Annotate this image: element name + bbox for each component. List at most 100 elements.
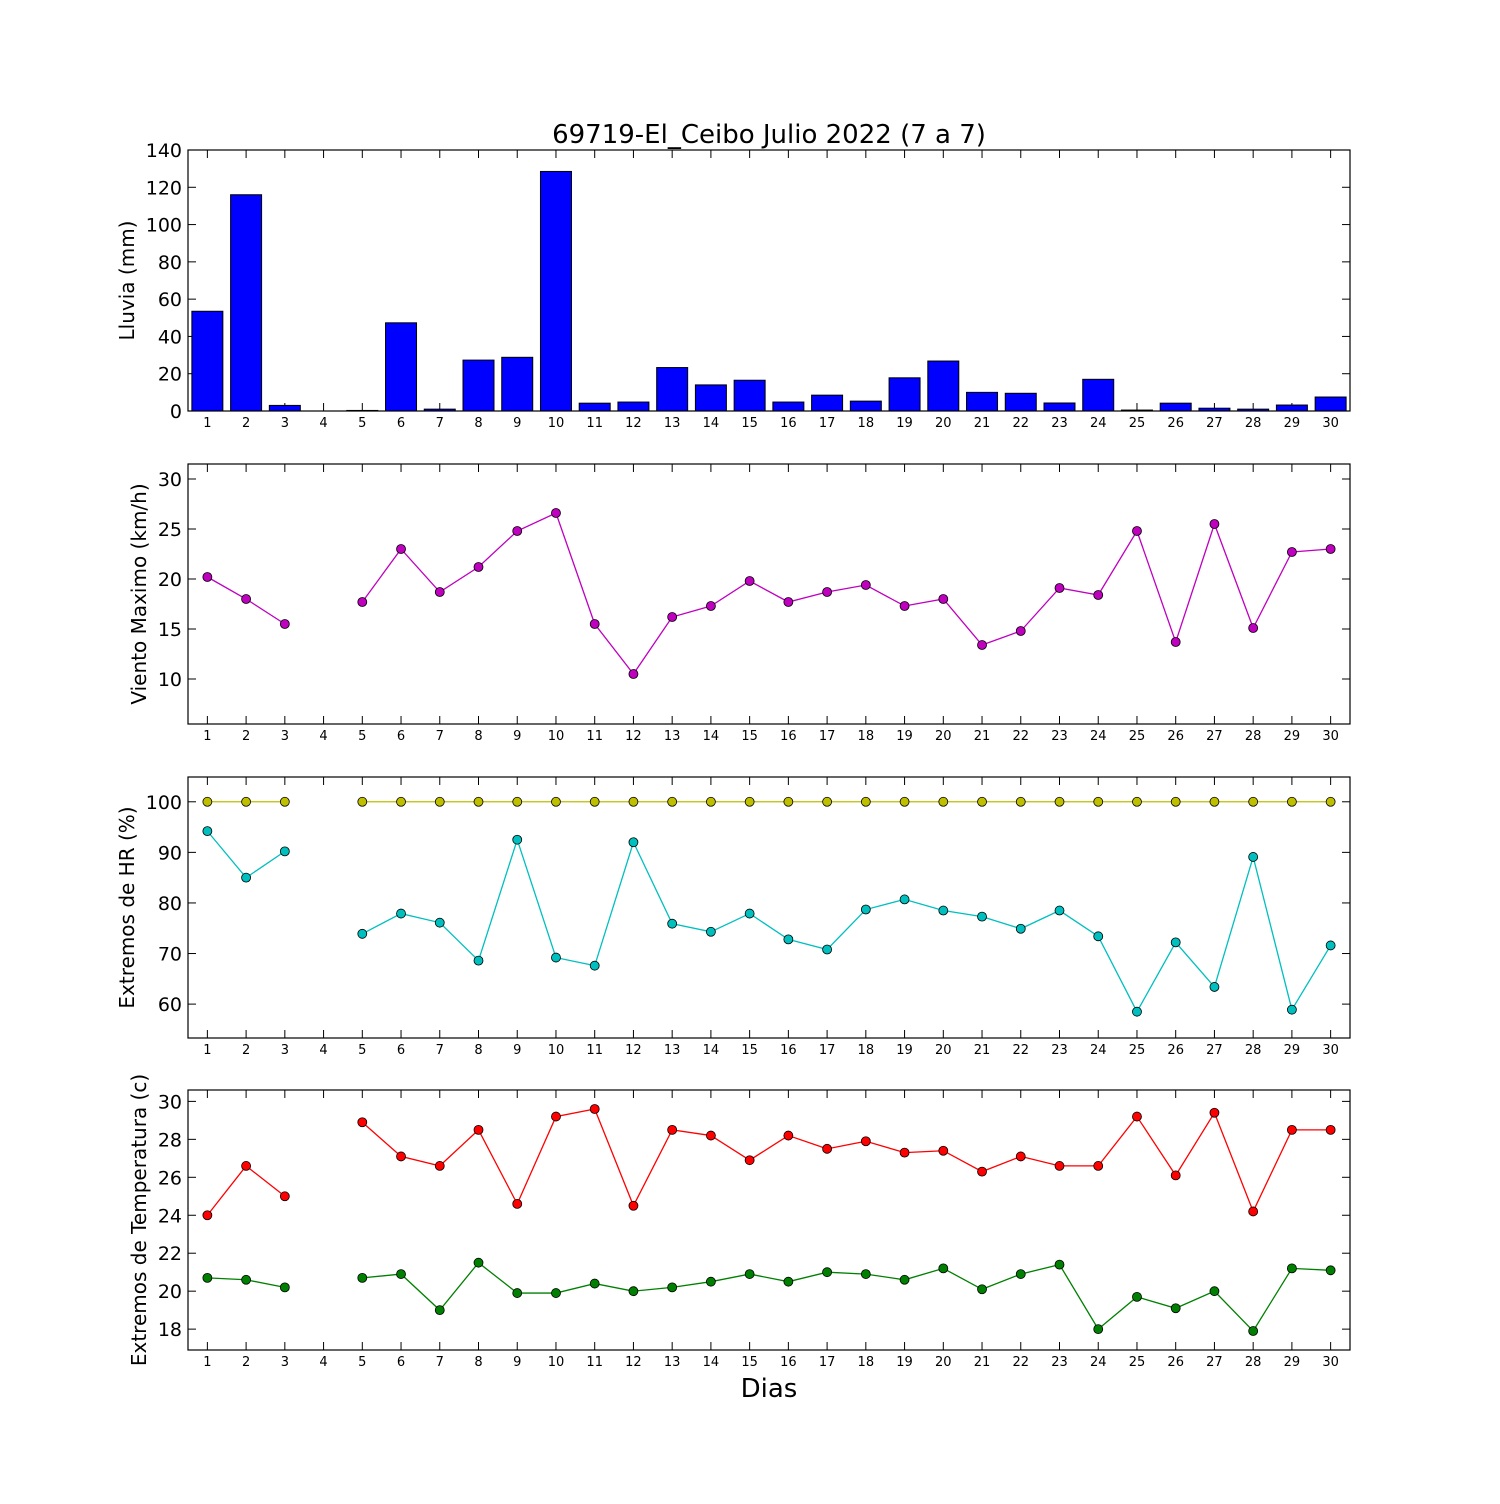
data-point	[1248, 852, 1259, 862]
bar	[733, 379, 766, 412]
data-point	[938, 796, 949, 807]
y-tick-label: 10	[158, 669, 182, 691]
y-tick-label: 20	[158, 569, 182, 591]
data-point	[1287, 547, 1297, 557]
data-point	[822, 944, 832, 955]
x-tick-label: 27	[1206, 1043, 1223, 1058]
x-tick-label: 4	[319, 729, 327, 744]
data-point	[628, 1286, 639, 1297]
data-point	[860, 580, 871, 590]
y-axis-label: Viento Maximo (km/h)	[127, 483, 151, 704]
x-tick-label: 2	[242, 1355, 250, 1370]
x-tick-label: 12	[625, 729, 642, 744]
data-point	[1170, 937, 1181, 948]
data-point	[473, 562, 484, 572]
data-point	[706, 926, 716, 937]
x-tick-label: 29	[1284, 1355, 1301, 1370]
x-tick-label: 24	[1090, 416, 1107, 431]
data-point	[822, 1267, 832, 1278]
y-tick-label: 40	[158, 326, 182, 348]
data-point	[357, 597, 368, 607]
x-tick-label: 26	[1167, 1355, 1184, 1370]
data-point	[396, 1269, 406, 1279]
x-tick-label: 25	[1129, 1355, 1146, 1370]
data-point	[1287, 796, 1297, 807]
x-tick-label: 28	[1245, 729, 1262, 744]
x-tick-label: 1	[203, 416, 211, 431]
y-tick-label: 60	[158, 994, 182, 1016]
y-tick-label: 25	[158, 519, 182, 541]
y-axis-label: Lluvia (mm)	[115, 221, 139, 341]
x-tick-label: 13	[664, 1043, 681, 1058]
y-tick-label: 140	[146, 140, 182, 162]
y-tick-label: 22	[158, 1243, 182, 1265]
data-point	[860, 796, 871, 807]
bar	[1275, 404, 1308, 412]
data-point	[977, 796, 987, 807]
data-point	[1248, 796, 1259, 807]
y-tick-label: 0	[170, 401, 182, 423]
data-point	[1015, 923, 1026, 934]
y-tick-label: 20	[158, 364, 182, 386]
data-point	[860, 1136, 871, 1147]
bar	[501, 356, 534, 412]
plot-frame	[187, 149, 1351, 412]
bar	[656, 367, 689, 412]
x-tick-label: 4	[319, 416, 327, 431]
x-tick-label: 17	[819, 416, 836, 431]
x-tick-label: 11	[586, 416, 603, 431]
plot-frame	[187, 463, 1351, 725]
y-axis-label: Extremos de HR (%)	[115, 806, 139, 1008]
data-point	[1015, 796, 1026, 807]
x-tick-label: 3	[281, 1043, 289, 1058]
data-point	[473, 955, 484, 966]
y-tick-label: 90	[158, 842, 182, 864]
bar	[268, 404, 301, 412]
x-tick-label: 20	[935, 1043, 952, 1058]
data-point	[744, 908, 755, 919]
series-line	[207, 512, 1331, 676]
data-point	[279, 846, 290, 857]
y-tick-label: 60	[158, 289, 182, 311]
x-tick-label: 14	[703, 729, 720, 744]
x-tick-label: 13	[664, 729, 681, 744]
data-point	[434, 587, 445, 597]
data-point	[396, 544, 406, 554]
x-tick-label: 25	[1129, 729, 1146, 744]
x-tick-label: 16	[780, 1355, 797, 1370]
x-tick-label: 17	[819, 1043, 836, 1058]
data-point	[357, 1272, 368, 1283]
data-point	[1132, 1006, 1142, 1017]
bar	[385, 322, 418, 412]
data-point	[1287, 1263, 1297, 1274]
x-tick-label: 5	[358, 416, 366, 431]
bar	[772, 401, 805, 412]
data-point	[667, 1124, 678, 1135]
x-tick-label: 26	[1167, 416, 1184, 431]
data-point	[279, 796, 290, 807]
data-point	[977, 911, 987, 922]
data-point	[667, 796, 678, 807]
x-tick-label: 28	[1245, 1355, 1262, 1370]
data-point	[1054, 583, 1065, 593]
data-point	[512, 1288, 523, 1298]
x-tick-label: 16	[780, 416, 797, 431]
x-tick-label: 16	[780, 729, 797, 744]
data-point	[706, 796, 716, 807]
data-point	[938, 905, 949, 916]
data-point	[202, 826, 213, 837]
x-tick-label: 27	[1206, 416, 1223, 431]
x-tick-label: 21	[974, 729, 991, 744]
data-point	[1209, 1107, 1220, 1118]
series-line	[206, 1108, 1331, 1216]
x-tick-label: 22	[1012, 416, 1029, 431]
x-tick-label: 26	[1167, 729, 1184, 744]
data-point	[357, 796, 368, 807]
data-point	[589, 1278, 600, 1289]
data-point	[899, 796, 910, 807]
x-tick-label: 25	[1129, 416, 1146, 431]
y-tick-label: 26	[158, 1167, 182, 1189]
x-tick-label: 22	[1012, 1355, 1029, 1370]
